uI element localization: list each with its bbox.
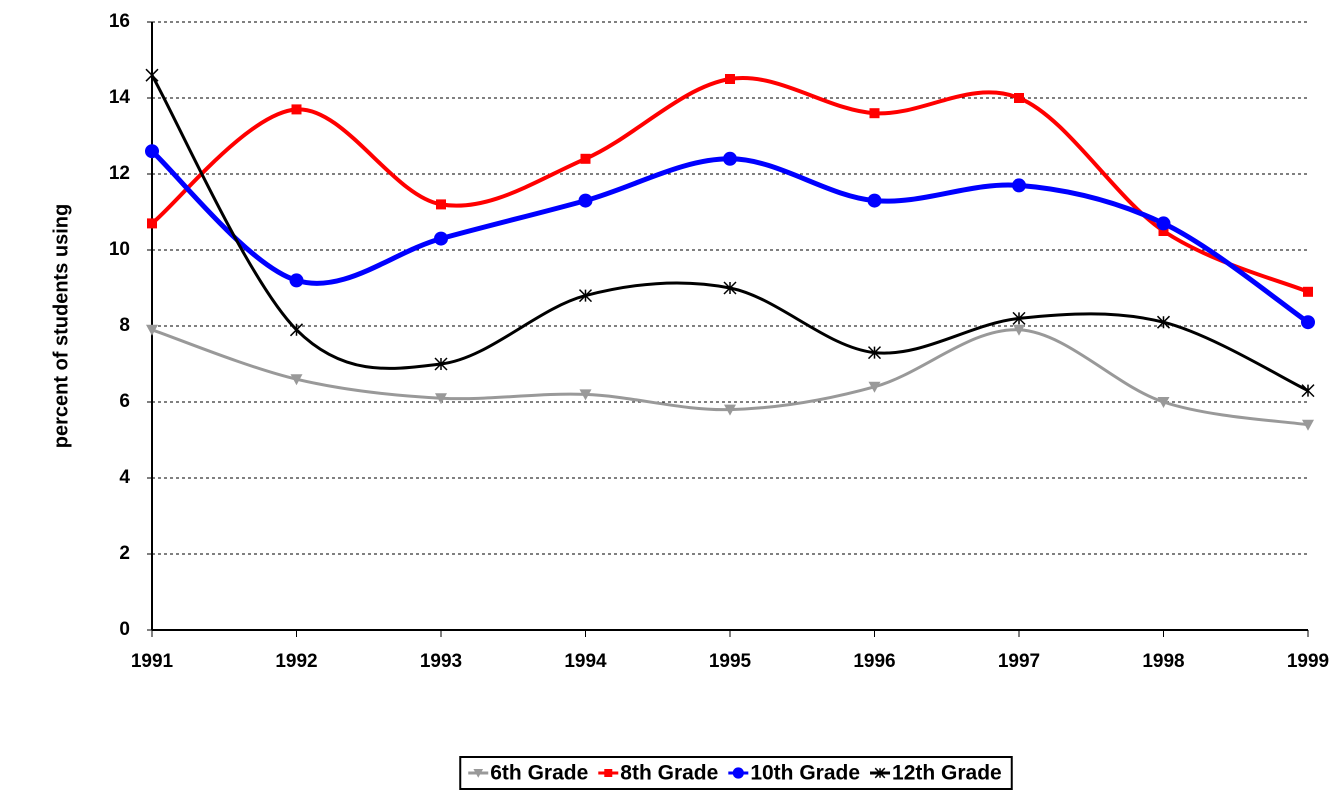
x-tick-label: 1992 [275,651,317,672]
marker [436,199,446,210]
y-tick-label: 8 [119,315,130,336]
marker [867,193,882,208]
marker [1156,315,1171,329]
legend-item: 6th Grade [468,762,588,785]
y-tick-label: 0 [119,619,130,640]
series [147,74,1313,297]
marker [147,218,157,229]
marker [580,153,591,164]
x-tick-label: 1999 [1287,651,1329,672]
x-tick-label: 1991 [131,651,174,672]
y-tick-label: 6 [119,391,130,412]
marker [1013,324,1025,336]
legend-label: 8th Grade [620,762,718,785]
marker [291,104,302,115]
x-tick-label: 1994 [564,651,607,672]
series [145,68,1315,398]
marker [579,389,592,401]
marker [604,769,613,777]
series [145,144,1315,330]
legend-item: 12th Grade [870,762,1002,785]
marker [146,324,158,336]
marker [289,273,304,288]
marker [723,281,737,295]
marker [578,289,593,303]
y-tick-label: 12 [109,163,130,184]
marker [869,108,880,119]
marker [435,393,447,405]
y-tick-label: 4 [119,467,130,488]
marker [1014,93,1024,103]
y-tick-label: 2 [119,543,130,564]
x-tick-label: 1993 [420,651,462,672]
marker [1301,315,1315,330]
marker [723,151,737,166]
legend-label: 12th Grade [892,762,1002,785]
x-tick-label: 1998 [1142,651,1184,672]
marker [868,381,881,393]
marker [732,767,744,779]
marker [1302,419,1314,431]
y-tick-label: 14 [109,87,131,108]
marker [874,767,886,779]
marker [1158,226,1169,236]
x-tick-label: 1996 [853,651,895,672]
legend-box [459,756,1013,790]
legend-item: 8th Grade [598,762,718,785]
marker [289,323,304,337]
x-tick-label: 1995 [709,651,752,672]
marker [473,769,484,778]
marker [1157,397,1170,408]
legend-label: 10th Grade [750,762,860,785]
series-line [150,76,1309,294]
marker [724,404,736,416]
y-axis-label: percent of students using [50,204,72,448]
series-line [150,74,1309,392]
marker [1012,311,1026,325]
marker [725,74,735,84]
legend: 6th Grade 8th Grade 10th Grade 12th Grade [459,756,1013,790]
marker [290,374,303,386]
marker [145,68,159,82]
y-tick-label: 10 [109,239,130,260]
marker [145,144,159,159]
marker [1156,216,1171,231]
legend-item: 10th Grade [728,762,860,785]
series [146,324,1314,431]
marker [1012,178,1026,193]
marker [434,231,448,246]
series-line [150,149,1310,325]
y-tick-label: 16 [109,11,130,32]
marker [1301,384,1315,398]
marker [1303,286,1313,297]
marker [434,357,448,371]
marker [578,193,593,208]
marker [867,346,882,360]
legend-label: 6th Grade [490,762,588,785]
x-tick-label: 1997 [998,651,1040,672]
